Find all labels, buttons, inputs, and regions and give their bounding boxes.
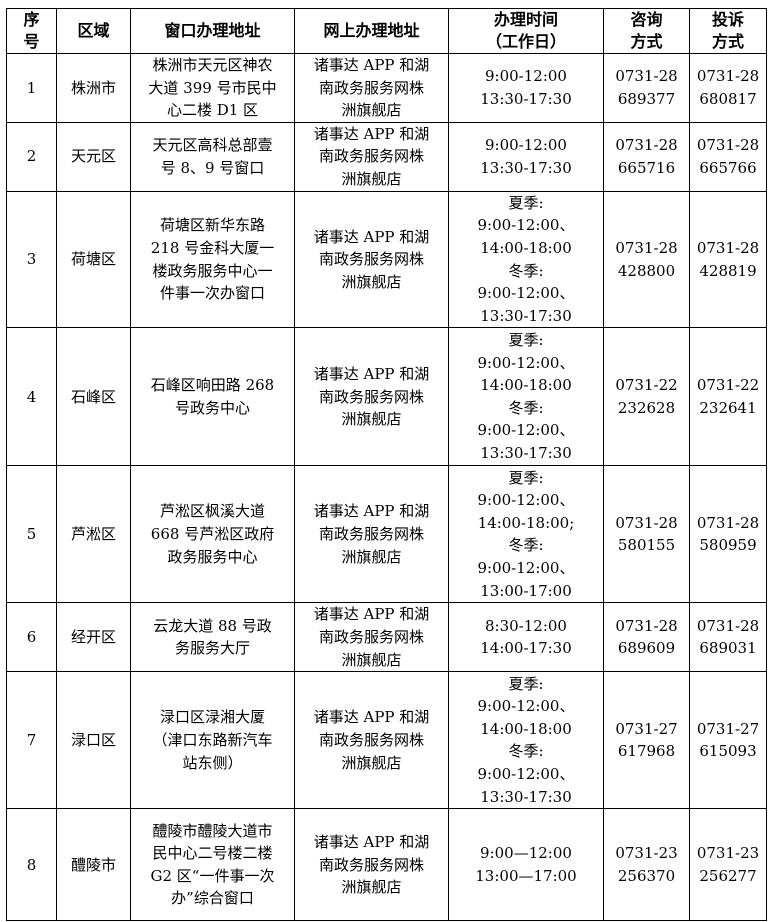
online-address-cell: 诸事达 APP 和湖 南政务服务网株 洲旗舰店 [294,327,449,467]
consult-phone-cell: 0731-28 580155 [603,465,690,604]
area-cell: 石峰区 [56,327,131,467]
office-hours-cell: 9:00-12:00 13:30-17:30 [448,53,604,123]
area-cell: 株洲市 [56,53,131,123]
row-number-cell: 5 [6,465,57,604]
row-number-cell: 7 [6,671,57,810]
office-hours-cell: 夏季: 9:00-12:00、 14:00-18:00 冬季: 9:00-12:… [448,327,604,467]
online-address-cell: 诸事达 APP 和湖 南政务服务网株 洲旗舰店 [294,808,449,922]
window-address-cell: 芦淞区枫溪大道 668 号芦淞区政府 政务服务中心 [130,465,295,604]
consult-phone-cell: 0731-22 232628 [603,327,690,467]
window-address-cell: 云龙大道 88 号政 务服务大厅 [130,602,295,673]
window-address-cell: 天元区高科总部壹 号 8、9 号窗口 [130,121,295,192]
row-number-cell: 1 [6,53,57,123]
online-address-cell: 诸事达 APP 和湖 南政务服务网株 洲旗舰店 [294,190,449,329]
window-address-cell: 渌口区渌湘大厦 （津口东路新汽车 站东侧） [130,671,295,810]
header-row: 序 号 区域 窗口办理地址 网上办理地址 办理时间 （工作日） 咨询 方式 投诉… [6,8,767,54]
consult-phone-cell: 0731-28 689609 [603,602,690,673]
window-address-cell: 荷塘区新华东路 218 号金科大厦一 楼政务服务中心一 件事一次办窗口 [130,190,295,329]
header-complaint: 投诉 方式 [689,8,767,54]
window-address-cell: 株洲市天元区神农 大道 399 号市民中 心二楼 D1 区 [130,53,295,123]
online-address-cell: 诸事达 APP 和湖 南政务服务网株 洲旗舰店 [294,53,449,123]
complaint-phone-cell: 0731-22 232641 [689,327,767,467]
complaint-phone-cell: 0731-28 665766 [689,121,767,192]
online-address-cell: 诸事达 APP 和湖 南政务服务网株 洲旗舰店 [294,121,449,192]
consult-phone-cell: 0731-28 428800 [603,190,690,329]
office-hours-cell: 夏季: 9:00-12:00、 14:00-18:00 冬季: 9:00-12:… [448,190,604,329]
consult-phone-cell: 0731-28 689377 [603,53,690,123]
area-cell: 渌口区 [56,671,131,810]
complaint-phone-cell: 0731-28 689031 [689,602,767,673]
table-row: 6 经开区 云龙大道 88 号政 务服务大厅 诸事达 APP 和湖 南政务服务网株 洲… [6,602,767,673]
service-locations-table: 序 号 区域 窗口办理地址 网上办理地址 办理时间 （工作日） 咨询 方式 投诉… [6,8,767,922]
table-row: 4 石峰区 石峰区响田路 268 号政务中心 诸事达 APP 和湖 南政务服务网株 洲… [6,327,767,467]
header-window-address: 窗口办理地址 [130,8,295,54]
office-hours-cell: 8:30-12:00 14:00-17:30 [448,602,604,673]
office-hours-cell: 9:00-12:00 13:30-17:30 [448,121,604,192]
header-consult: 咨询 方式 [603,8,690,54]
row-number-cell: 6 [6,602,57,673]
window-address-cell: 醴陵市醴陵大道市 民中心二号楼二楼 G2 区“一件事一次 办”综合窗口 [130,808,295,922]
office-hours-cell: 9:00—12:00 13:00—17:00 [448,808,604,922]
online-address-cell: 诸事达 APP 和湖 南政务服务网株 洲旗舰店 [294,602,449,673]
row-number-cell: 4 [6,327,57,467]
online-address-cell: 诸事达 APP 和湖 南政务服务网株 洲旗舰店 [294,671,449,810]
row-number-cell: 2 [6,121,57,192]
area-cell: 芦淞区 [56,465,131,604]
header-area: 区域 [56,8,131,54]
window-address-cell: 石峰区响田路 268 号政务中心 [130,327,295,467]
complaint-phone-cell: 0731-27 615093 [689,671,767,810]
consult-phone-cell: 0731-27 617968 [603,671,690,810]
complaint-phone-cell: 0731-28 428819 [689,190,767,329]
row-number-cell: 3 [6,190,57,329]
area-cell: 经开区 [56,602,131,673]
consult-phone-cell: 0731-23 256370 [603,808,690,922]
row-number-cell: 8 [6,808,57,922]
header-hours: 办理时间 （工作日） [448,8,604,54]
office-hours-cell: 夏季: 9:00-12:00、 14:00-18:00; 冬季: 9:00-12… [448,465,604,604]
office-hours-cell: 夏季: 9:00-12:00、 14:00-18:00 冬季: 9:00-12:… [448,671,604,810]
table-row: 8 醴陵市 醴陵市醴陵大道市 民中心二号楼二楼 G2 区“一件事一次 办”综合窗口诸… [6,808,767,922]
table-row: 7 渌口区 渌口区渌湘大厦 （津口东路新汽车 站东侧） 诸事达 APP 和湖 南政务服… [6,671,767,810]
complaint-phone-cell: 0731-23 256277 [689,808,767,922]
table-row: 2 天元区 天元区高科总部壹 号 8、9 号窗口 诸事达 APP 和湖 南政务服务网株… [6,121,767,192]
online-address-cell: 诸事达 APP 和湖 南政务服务网株 洲旗舰店 [294,465,449,604]
complaint-phone-cell: 0731-28 580959 [689,465,767,604]
area-cell: 醴陵市 [56,808,131,922]
header-no: 序 号 [6,8,57,54]
area-cell: 荷塘区 [56,190,131,329]
consult-phone-cell: 0731-28 665716 [603,121,690,192]
table-row: 3 荷塘区 荷塘区新华东路 218 号金科大厦一 楼政务服务中心一 件事一次办窗口诸… [6,190,767,329]
table-row: 5 芦淞区 芦淞区枫溪大道 668 号芦淞区政府 政务服务中心 诸事达 APP 和湖 … [6,465,767,604]
area-cell: 天元区 [56,121,131,192]
header-online-address: 网上办理地址 [294,8,449,54]
table-row: 1 株洲市 株洲市天元区神农 大道 399 号市民中 心二楼 D1 区诸事达 APP… [6,53,767,123]
complaint-phone-cell: 0731-28 680817 [689,53,767,123]
